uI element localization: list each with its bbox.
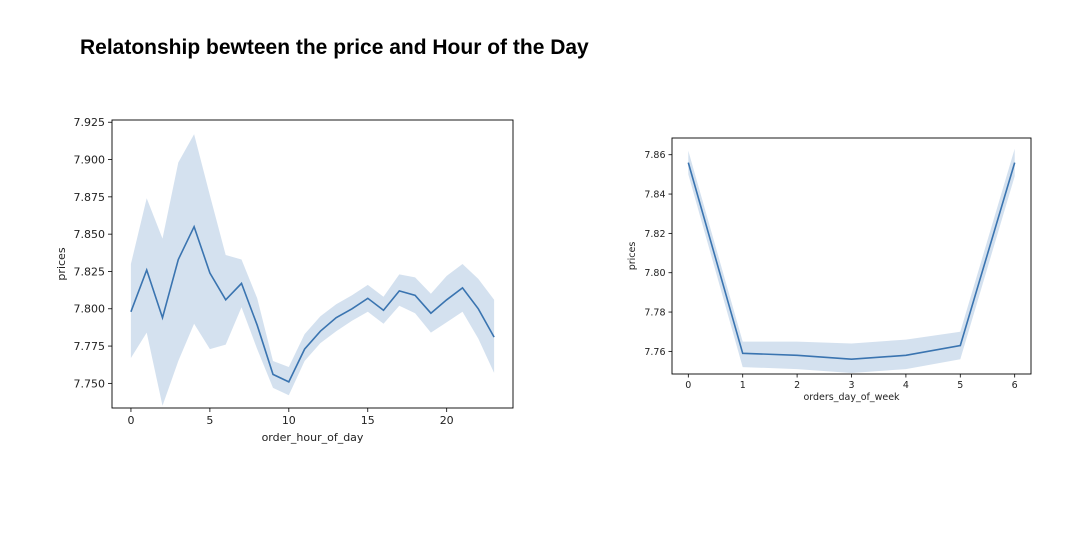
x-tick-label: 20: [440, 414, 454, 427]
axes-frame: [671, 137, 1032, 375]
y-tick-label: 7.825: [74, 265, 106, 278]
x-tick-label: 0: [127, 414, 134, 427]
y-tick-label: 7.76: [644, 347, 665, 358]
confidence-band: [688, 148, 1015, 373]
page-title: Relatonship bewteen the price and Hour o…: [80, 36, 589, 59]
y-axis-label: prices: [627, 242, 638, 271]
x-tick-label: 3: [848, 380, 854, 391]
x-tick-label: 15: [361, 414, 375, 427]
y-tick-label: 7.800: [74, 303, 106, 316]
y-axis-label: prices: [55, 247, 68, 280]
x-tick-label: 4: [903, 380, 909, 391]
x-tick-label: 10: [282, 414, 296, 427]
x-tick-label: 1: [740, 380, 746, 391]
y-tick-label: 7.850: [74, 228, 106, 241]
confidence-band: [130, 134, 495, 406]
series-line: [130, 224, 495, 383]
x-axis-label: order_hour_of_day: [262, 431, 364, 444]
hour-of-day-chart: 0 5 10 15 20 7.750 7.775 7.800 7.825 7.850 7.875 7.…: [55, 116, 514, 444]
y-tick-label: 7.900: [74, 154, 106, 167]
y-tick-label: 7.750: [74, 377, 106, 390]
x-axis-label: orders_day_of_week: [803, 392, 900, 403]
y-tick-label: 7.925: [74, 116, 106, 129]
x-tick-label: 5: [957, 380, 963, 391]
y-tick-label: 7.78: [644, 307, 665, 318]
y-tick-label: 7.875: [74, 191, 106, 204]
y-tick-label: 7.80: [644, 268, 665, 279]
x-tick-label: 5: [206, 414, 213, 427]
y-tick-label: 7.86: [644, 150, 665, 161]
axes-frame: [111, 119, 514, 409]
series-line: [687, 162, 1016, 361]
day-of-week-chart: 0 1 2 3 4 5 6 7.76 7.78 7.80 7.82 7.84 7.86 orders_da…: [627, 137, 1032, 403]
x-tick-label: 0: [685, 380, 691, 391]
x-tick-label: 6: [1012, 380, 1018, 391]
x-tick-label: 2: [794, 380, 800, 391]
y-tick-label: 7.775: [74, 340, 106, 353]
y-tick-label: 7.84: [644, 189, 665, 200]
y-tick-label: 7.82: [644, 229, 665, 240]
